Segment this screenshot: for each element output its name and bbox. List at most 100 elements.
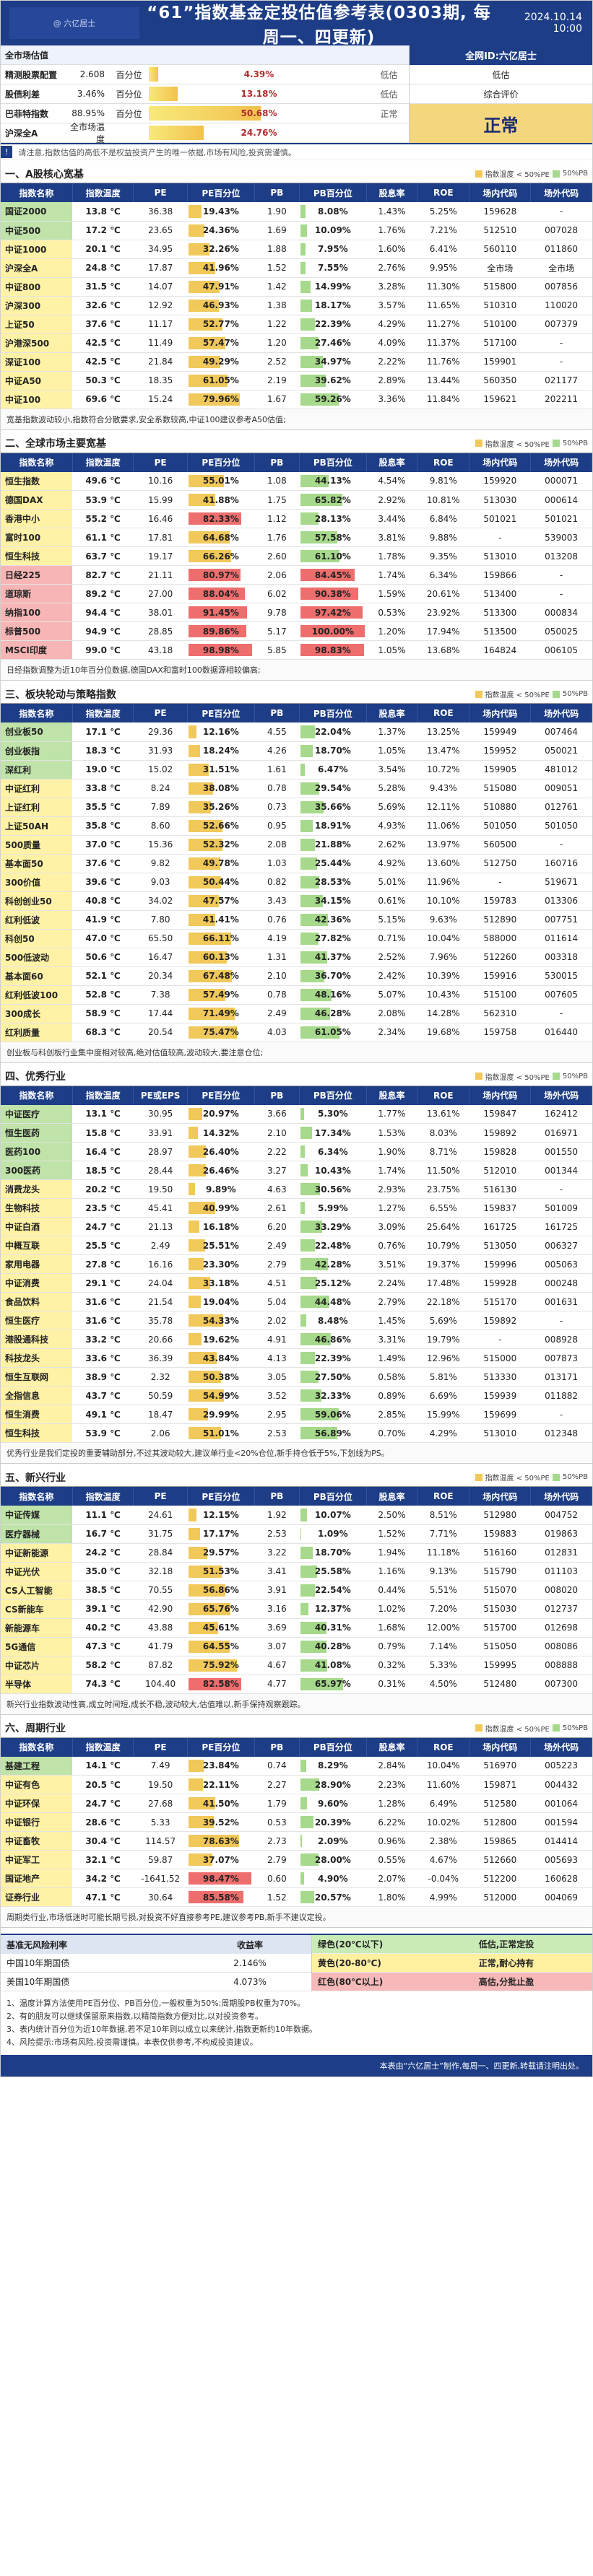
bond-name: 中国10年期国债 bbox=[7, 1958, 70, 1968]
exchange-code: 515790 bbox=[469, 1562, 531, 1581]
roe: 10.39% bbox=[417, 966, 469, 986]
pb-percentile-bar bbox=[300, 1145, 305, 1158]
roe: 5.33% bbox=[417, 1656, 469, 1675]
pb-percentile-bar bbox=[300, 1389, 321, 1402]
index-temperature: 68.3 ℃ bbox=[72, 1023, 134, 1042]
index-temperature: 69.6 ℃ bbox=[72, 390, 134, 409]
pb-percentile-bar bbox=[300, 1026, 340, 1039]
pb-percentile: 61.05% bbox=[299, 1023, 367, 1042]
summary-row: 全市场估值 bbox=[1, 45, 409, 65]
column-header: 指数名称 bbox=[1, 453, 73, 472]
index-temperature: 32.1 ℃ bbox=[72, 1850, 134, 1869]
pb-percentile-value: 5.99% bbox=[318, 1202, 348, 1213]
otc-code: 001594 bbox=[530, 1812, 592, 1832]
legend-text: 50%PB bbox=[562, 439, 588, 447]
pb-percentile-value: 20.57% bbox=[314, 1892, 351, 1903]
otc-code: 006105 bbox=[530, 640, 592, 660]
roe: 25.64% bbox=[417, 1217, 469, 1236]
pb-percentile: 20.57% bbox=[299, 1887, 367, 1907]
pe-value: 15.02 bbox=[133, 760, 188, 780]
pe-percentile-bar bbox=[189, 1145, 206, 1158]
pe-percentile: 61.05% bbox=[187, 371, 255, 390]
pe-value: 30.95 bbox=[133, 1104, 188, 1124]
pb-percentile-bar bbox=[300, 393, 339, 406]
exchange-code: 159828 bbox=[469, 1142, 531, 1161]
summary-pct: 4.39% bbox=[243, 69, 274, 79]
roe: 11.27% bbox=[417, 315, 469, 334]
pb-percentile-bar bbox=[300, 1509, 308, 1521]
exchange-code: 159939 bbox=[469, 1386, 531, 1405]
pe-value: 24.04 bbox=[133, 1273, 188, 1293]
index-temperature: 99.0 ℃ bbox=[72, 640, 134, 660]
pb-percentile: 35.66% bbox=[299, 798, 367, 817]
column-header: ROE bbox=[417, 1737, 470, 1757]
pe-percentile: 32.26% bbox=[187, 240, 255, 259]
dividend-yield: 1.74% bbox=[366, 1161, 417, 1180]
column-header: 场内代码 bbox=[469, 1086, 532, 1105]
roe: 6.49% bbox=[417, 1794, 469, 1813]
pe-percentile-value: 88.04% bbox=[202, 588, 239, 599]
index-temperature: 40.8 ℃ bbox=[72, 891, 134, 911]
exchange-code: 515030 bbox=[469, 1599, 531, 1619]
dividend-yield: 2.34% bbox=[366, 1023, 417, 1042]
column-header: 指数温度 bbox=[72, 1737, 134, 1757]
pe-percentile-bar bbox=[189, 1891, 243, 1903]
otc-code: 160628 bbox=[530, 1869, 592, 1888]
pe-percentile-bar bbox=[189, 819, 222, 832]
pe-percentile-bar bbox=[189, 1183, 196, 1195]
section-legend: 指数温度 < 50%PE 50%PB bbox=[475, 168, 592, 179]
otc-code: 008020 bbox=[530, 1581, 592, 1600]
index-name: 红利质量 bbox=[1, 1023, 73, 1042]
bond-yields: 基准无风险利率 收益率 中国10年期国债 2.146% 美国10年期国债 4.0… bbox=[1, 1935, 311, 1991]
summary-row: 股债利差 3.46% 百分位 13.18% 低估 bbox=[1, 84, 409, 104]
summary-bar bbox=[149, 67, 159, 82]
footnote: 3、表内统计百分位为近10年数据,若不足10年则以成立以来统计,指数更新约10年… bbox=[7, 2025, 317, 2034]
index-name: 中证消费 bbox=[1, 1273, 73, 1293]
dividend-yield: 0.44% bbox=[366, 1581, 417, 1600]
pe-value: 30.64 bbox=[133, 1887, 188, 1907]
bond-row: 美国10年期国债 4.073% bbox=[1, 1973, 311, 1991]
index-name: 深红利 bbox=[1, 760, 73, 780]
summary-tag: 低估 bbox=[380, 69, 398, 80]
pe-percentile-value: 47.91% bbox=[202, 281, 239, 292]
pe-value: 18.35 bbox=[133, 371, 188, 390]
pe-percentile-value: 78.63% bbox=[202, 1835, 239, 1846]
pb-percentile-bar bbox=[300, 894, 323, 907]
section-legend: 指数温度 < 50%PE 50%PB bbox=[475, 1472, 592, 1483]
intro-note: ! 请注意,指数估值的高低不是权益投资产生的唯一依据,市场有风险,投资需谨慎。 bbox=[1, 144, 592, 160]
index-name: 恒生消费 bbox=[1, 1405, 73, 1424]
footnote: 1、温度计算方法使用PE百分位、PB百分位,一般权重为50%;周期股PB权重为7… bbox=[7, 1999, 306, 2008]
pe-percentile-value: 64.68% bbox=[202, 532, 239, 543]
legend-text: 指数温度 < 50%PE bbox=[485, 171, 550, 179]
roe: 9.88% bbox=[417, 528, 469, 547]
pb-value: 2.19 bbox=[254, 371, 300, 390]
otc-code: 008928 bbox=[530, 1330, 592, 1349]
pe-percentile-value: 49.29% bbox=[202, 357, 239, 367]
pe-percentile: 41.88% bbox=[187, 490, 255, 510]
dividend-yield: 5.69% bbox=[366, 798, 417, 817]
pb-percentile: 98.83% bbox=[299, 640, 367, 660]
pb-percentile-value: 18.17% bbox=[314, 300, 351, 310]
pe-percentile-value: 45.61% bbox=[202, 1623, 239, 1633]
exchange-code: 513010 bbox=[469, 546, 531, 566]
index-temperature: 29.1 ℃ bbox=[72, 1273, 134, 1293]
pb-percentile: 39.62% bbox=[299, 371, 367, 390]
otc-code: 005223 bbox=[530, 1756, 592, 1776]
column-header: 指数名称 bbox=[1, 183, 73, 202]
pb-percentile: 29.54% bbox=[299, 779, 367, 798]
exchange-code: 159783 bbox=[469, 891, 531, 911]
column-header: 场内代码 bbox=[469, 704, 532, 722]
index-name: 香港中小 bbox=[1, 509, 73, 528]
otc-code: 005693 bbox=[530, 1850, 592, 1869]
pb-value: 2.79 bbox=[254, 1254, 300, 1274]
market-summary: 全市场估值 精测股票配置 2.608 百分位 4.39% 低估 股债利差 3.46% 百分位 13… bbox=[1, 45, 592, 144]
pb-percentile: 48.16% bbox=[299, 985, 367, 1005]
pe-percentile-bar bbox=[189, 1759, 204, 1772]
roe: 11.84% bbox=[417, 390, 469, 409]
pe-percentile-value: 51.01% bbox=[202, 1428, 239, 1438]
otc-code: 110020 bbox=[530, 296, 592, 315]
pe-percentile-value: 43.84% bbox=[202, 1353, 239, 1363]
column-header: 指数温度 bbox=[72, 704, 134, 722]
pe-percentile: 51.01% bbox=[187, 1423, 255, 1443]
roe: 11.96% bbox=[417, 873, 469, 892]
